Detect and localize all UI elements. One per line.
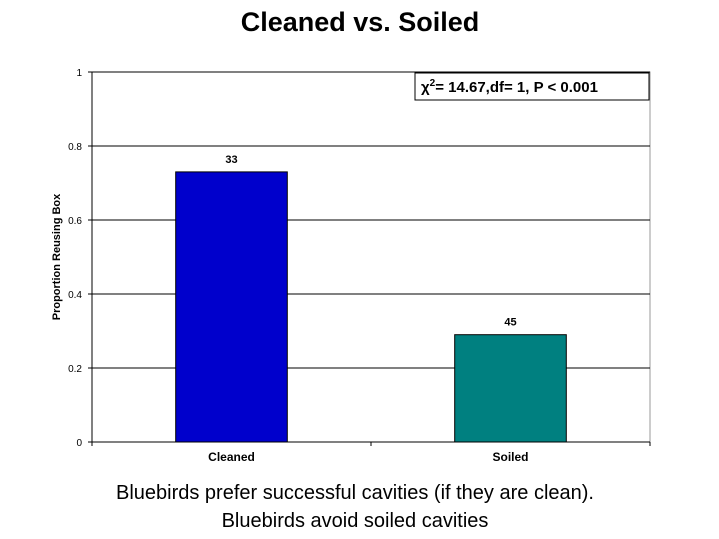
caption-line: Bluebirds prefer successful cavities (if… [116,482,594,504]
bar [454,334,567,443]
stat-text: = 14.67,df= 1, P < 0.001 [435,79,598,96]
y-tick-label: 0.4 [68,290,82,301]
sample-size-label: 45 [504,317,516,329]
chart-title: Cleaned vs. Soiled [241,7,480,37]
y-tick-label: 0.2 [68,364,82,375]
bar [175,171,288,443]
sample-size-label: 33 [225,154,237,166]
x-tick-label: Soiled [492,450,528,464]
stat-annotation: χ2= 14.67,df= 1, P < 0.001 [421,78,598,96]
y-tick-label: 0.8 [68,142,82,153]
y-axis-label: Proportion Reusing Box [51,193,63,320]
y-tick-label: 0.6 [68,216,82,227]
caption-line: Bluebirds avoid soiled cavities [222,510,489,532]
stat-box [414,72,650,101]
y-tick-label: 1 [76,68,82,79]
x-tick-label: Cleaned [208,450,255,464]
stat-symbol: χ [421,79,430,96]
y-tick-label: 0 [76,438,82,449]
stat-superscript: 2 [430,78,436,89]
